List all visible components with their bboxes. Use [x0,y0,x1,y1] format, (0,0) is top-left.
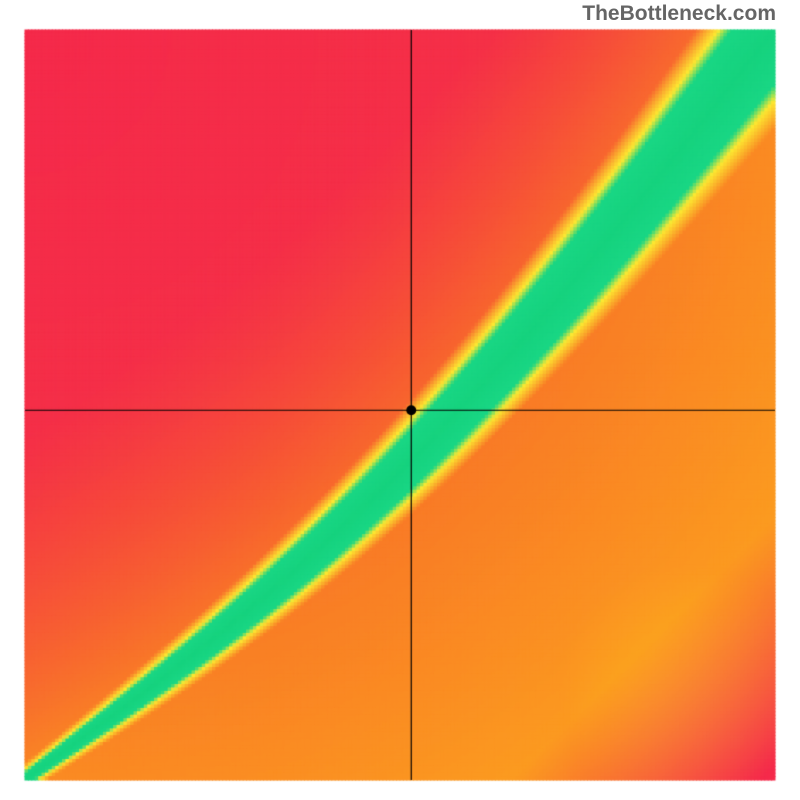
bottleneck-heatmap [0,0,800,800]
watermark-label: TheBottleneck.com [582,2,776,26]
chart-container: TheBottleneck.com [0,0,800,800]
